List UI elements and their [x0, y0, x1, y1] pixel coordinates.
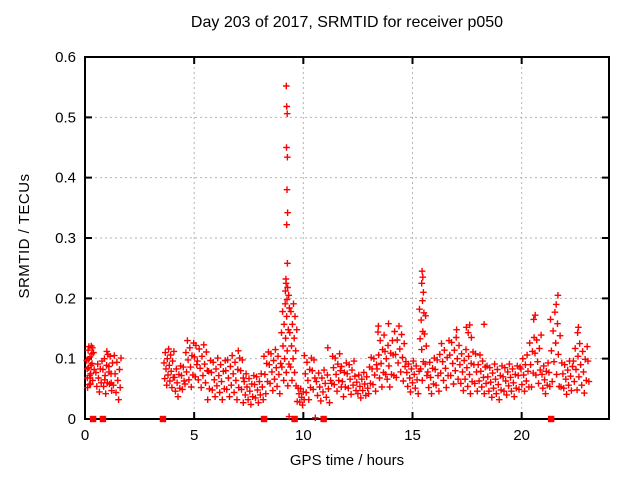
zero-flag-square — [547, 415, 555, 423]
zero-flag-square — [320, 415, 327, 423]
x-tick-label: 15 — [404, 427, 421, 444]
zero-flag-square — [159, 415, 167, 423]
x-tick-label: 5 — [190, 427, 198, 444]
y-tick-label: 0.2 — [55, 290, 76, 307]
zero-flag-square — [291, 415, 298, 423]
x-tick-label: 20 — [513, 427, 530, 444]
y-tick-label: 0.1 — [55, 351, 76, 368]
y-axis-title: SRMTID / TECUs — [16, 173, 33, 299]
y-tick-label: 0.5 — [55, 109, 76, 126]
chart-title: Day 203 of 2017, SRMTID for receiver p05… — [190, 14, 504, 31]
y-tick-label: 0.3 — [55, 230, 76, 247]
grid-lines — [85, 57, 609, 419]
x-tick-label: 10 — [295, 427, 312, 444]
y-tick-label: 0 — [68, 411, 76, 428]
zero-flag-square — [89, 415, 97, 423]
x-axis-title: GPS time / hours — [289, 452, 405, 469]
plot-border — [84, 56, 610, 420]
y-tick-label: 0.6 — [55, 49, 76, 66]
zero-flag-square — [99, 415, 107, 423]
zero-flag-square — [260, 415, 268, 423]
x-tick-label: 0 — [81, 427, 89, 444]
scatter-points — [83, 82, 593, 422]
y-tick-label: 0.4 — [55, 170, 76, 187]
